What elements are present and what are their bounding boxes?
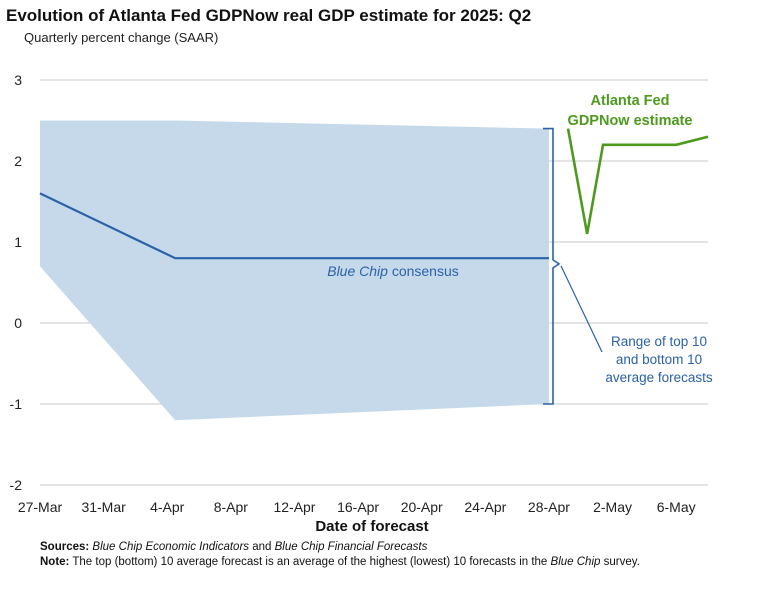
range-bracket [543,127,561,405]
sources-line: Sources: Blue Chip Economic Indicators a… [40,540,720,555]
ytick-label-3: 3 [14,72,22,88]
gdpnow-label-line-1: Atlanta Fed [591,93,670,109]
xtick-label-16-Apr: 16-Apr [337,499,379,515]
series-line-gdpnow [566,128,709,235]
note-text-2: survey. [600,556,640,568]
xtick-label-28-Apr: 28-Apr [528,499,570,515]
xtick-label-2-May: 2-May [593,499,632,515]
chart-area: 3 2 1 0 -1 -2 27-Mar 31-Mar 4-Apr 8-Apr 12-Apr 16-A… [10,72,713,535]
ytick-label-1: 1 [14,234,22,250]
xtick-label-4-Apr: 4-Apr [150,499,185,515]
xtick-label-27-Mar: 27-Mar [18,499,63,515]
axis-layer: 3 2 1 0 -1 -2 27-Mar 31-Mar 4-Apr 8-Apr 12-Apr 16-A… [10,72,696,535]
annotation-layer: Blue Chip consensus Atlanta Fed GDPNow est… [327,93,713,405]
range-label-line-1: Range of top 10 [611,334,707,349]
range-label-line-2: and bottom 10 [616,352,702,367]
x-axis-label: Date of forecast [315,518,428,535]
sources-label: Sources: [40,541,90,553]
xtick-label-20-Apr: 20-Apr [401,499,443,515]
series-layer [39,128,709,260]
chart-footer: Sources: Blue Chip Economic Indicators a… [40,540,720,570]
chart-subtitle: Quarterly percent change (SAAR) [24,30,219,45]
note-line: Note: The top (bottom) 10 average foreca… [40,555,720,570]
xtick-label-31-Mar: 31-Mar [81,499,126,515]
ytick-label--1: -1 [10,396,23,412]
ytick-label--2: -2 [10,477,23,493]
xtick-label-24-Apr: 24-Apr [464,499,506,515]
ytick-label-0: 0 [14,315,22,331]
ytick-label-2: 2 [14,153,22,169]
xtick-label-8-Apr: 8-Apr [214,499,249,515]
chart-title: Evolution of Atlanta Fed GDPNow real GDP… [6,6,532,25]
sources-source1: Blue Chip Economic Indicators [92,541,250,553]
note-label: Note: [40,556,70,568]
sources-source2: Blue Chip Financial Forecasts [274,541,428,553]
range-label-line-3: average forecasts [605,370,713,385]
xtick-label-12-Apr: 12-Apr [273,499,315,515]
range-band [40,120,549,421]
range-band-layer [40,120,549,421]
note-text-1: The top (bottom) 10 average forecast is … [69,556,551,568]
consensus-label: Blue Chip consensus [327,263,459,279]
note-italic: Blue Chip [550,556,601,568]
range-leader-line [560,265,603,353]
sources-and: and [249,541,275,553]
xtick-label-6-May: 6-May [657,499,696,515]
gdpnow-label-line-2: GDPNow estimate [568,113,693,129]
